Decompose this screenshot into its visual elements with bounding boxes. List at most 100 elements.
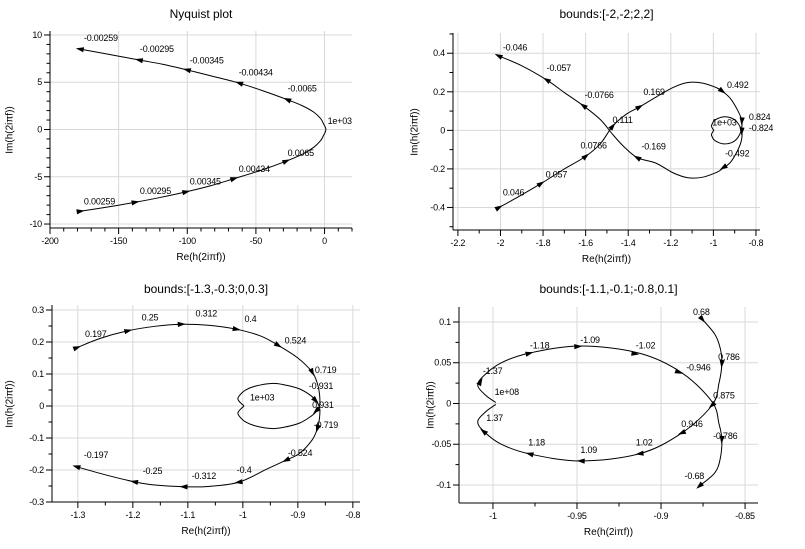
frequency-label: 1.02 (636, 438, 653, 448)
frequency-label: -0.4 (237, 465, 252, 475)
frequency-label: -0.931 (309, 381, 334, 391)
y-tick-label: -0.05 (431, 439, 451, 449)
direction-arrow (494, 205, 503, 212)
frequency-label: 0.786 (718, 352, 740, 362)
frequency-label: 0.4 (245, 314, 257, 324)
y-tick-label: -0.1 (29, 433, 44, 443)
direction-arrow (308, 367, 315, 377)
direction-arrow (581, 153, 590, 161)
frequency-label: -0.824 (749, 123, 774, 133)
y-tick-label: -10 (30, 219, 43, 229)
direction-arrow (72, 465, 81, 471)
x-tick-label: -0.8 (345, 510, 360, 520)
plot-canvas-nyquist: -200 -150 -100 -50 0 10 5 0 -5 -10 0.00259 0.00295 0… (30, 30, 353, 246)
frequency-label: -0.00434 (239, 67, 273, 77)
y-tick-label: 0 (446, 398, 451, 408)
y-tick-label: 0.05 (434, 358, 451, 368)
direction-arrow (130, 479, 139, 485)
curve-positive-frequency-branch (76, 323, 321, 430)
x-tick-label: -1 (239, 510, 247, 520)
frequency-label: -0.0065 (288, 83, 317, 93)
direction-arrow (717, 86, 726, 94)
direction-arrow (698, 314, 706, 323)
frequency-label: -0.719 (314, 420, 339, 430)
frequency-label: 0.68 (693, 307, 710, 317)
x-tick-label: -0.9 (290, 510, 305, 520)
direction-arrow (179, 484, 188, 490)
direction-arrow (635, 450, 644, 456)
y-tick-label: -0.4 (430, 202, 445, 212)
frequency-label: -0.046 (503, 42, 528, 52)
frequency-label: 0.00295 (140, 186, 171, 196)
y-axis-label: Im(h(2iπf)) (4, 379, 16, 428)
frequency-label: 1e+03 (712, 118, 736, 128)
plot-canvas-bounds-13-03: -1.3 -1.2 -1.1 -1 -0.9 -0.8 0.3 0.2 0.1 0 -0.1 -0.2… (29, 305, 360, 520)
direction-arrow (282, 456, 291, 462)
direction-arrow (708, 400, 717, 409)
direction-arrow (574, 344, 583, 350)
x-tick-label: -1.2 (663, 238, 678, 248)
frequency-label: -0.00259 (84, 33, 118, 43)
x-tick-label: -100 (179, 236, 196, 246)
direction-arrow (696, 481, 704, 489)
plot-canvas-bounds-11-01: -1 -0.95 -0.9 -0.85 0.1 0.05 0 -0.05 -0.1 0.68 0.7… (431, 307, 758, 521)
frequency-label: -0.312 (192, 471, 217, 481)
frequency-label: -0.00345 (190, 56, 224, 66)
x-axis-label: Re(h(2iπf)) (583, 527, 634, 538)
direction-arrow (677, 429, 687, 435)
frequency-label: 0.524 (285, 335, 307, 345)
direction-arrow (719, 359, 725, 368)
y-tick-label: 0.3 (32, 305, 44, 315)
direction-arrow (739, 127, 745, 136)
x-tick-label: -1.2 (125, 510, 140, 520)
frequency-label: 0.0065 (288, 148, 315, 158)
frequency-label: -0.0766 (585, 90, 614, 100)
curve-full-curve (79, 48, 327, 212)
direction-arrow (480, 428, 489, 436)
frequency-label: 1.09 (580, 445, 597, 455)
frequency-label: 0.824 (749, 112, 771, 122)
y-tick-label: 0.1 (439, 317, 451, 327)
plot-title: bounds:[-2,-2;2,2] (559, 7, 654, 21)
y-tick-label: 0 (39, 401, 44, 411)
direction-arrow (633, 155, 642, 162)
frequency-label: -1.09 (580, 335, 600, 345)
y-axis-label: Im(h(2iπf)) (425, 381, 437, 429)
y-tick-label: 0.2 (32, 337, 44, 347)
direction-arrow (72, 346, 81, 352)
x-tick-label: -0.85 (735, 511, 755, 521)
frequency-label: -1.02 (636, 341, 656, 351)
frequency-label: 0.111 (612, 115, 632, 125)
direction-arrow (579, 103, 588, 110)
frequency-label: -0.00295 (140, 44, 174, 54)
y-tick-label: 0.2 (433, 87, 445, 97)
x-tick-label: -1.8 (536, 238, 551, 248)
curve-positive-frequency-branch (498, 81, 743, 209)
plot-canvas-bounds-2-2: -2.2 -2 -1.8 -1.6 -1.4 -1.2 -1 -0.8 0.4 0.2 0 -0.2 -… (430, 33, 774, 248)
x-tick-label: -1.6 (578, 238, 593, 248)
x-tick-label: -200 (41, 236, 58, 246)
frequency-label: -0.197 (84, 450, 109, 460)
frequency-label: 0.0766 (581, 140, 608, 150)
frequency-label: 0.931 (312, 400, 334, 410)
frequency-label: 0.875 (713, 390, 735, 400)
frequency-label: 0.25 (142, 313, 159, 323)
direction-arrow (281, 159, 291, 165)
x-tick-label: -1.3 (70, 510, 85, 520)
direction-arrow (283, 98, 292, 104)
frequency-label: 1e+03 (328, 116, 352, 126)
direction-arrow (134, 58, 144, 64)
x-tick-label: -2 (497, 238, 505, 248)
x-tick-label: -1.4 (621, 238, 636, 248)
frequency-label: -0.492 (725, 149, 750, 159)
frequency-label: -0.786 (713, 431, 738, 441)
frequency-label: -1.37 (483, 366, 503, 376)
x-tick-label: -150 (110, 236, 127, 246)
x-axis-label: Re(h(2iπf)) (181, 526, 231, 537)
direction-arrow (543, 77, 552, 84)
x-tick-label: 0 (322, 236, 327, 246)
y-tick-label: -0.2 (430, 164, 445, 174)
direction-arrow (631, 350, 640, 356)
direction-arrow (608, 123, 616, 131)
